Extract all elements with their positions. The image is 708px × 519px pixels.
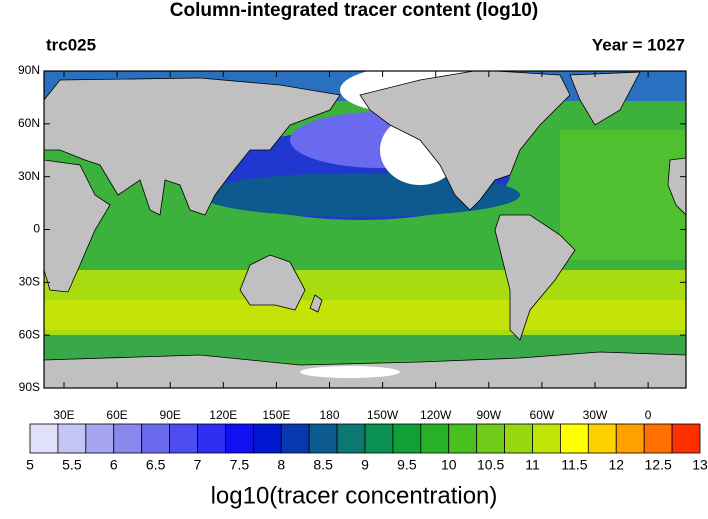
colorbar-tick-label: 5.5 <box>62 457 82 473</box>
lon-label: 150E <box>262 408 290 422</box>
colorbar-box <box>560 423 589 454</box>
colorbar-tick-label: 9 <box>361 457 369 473</box>
colorbar-box <box>671 423 701 454</box>
lon-label: 60W <box>530 408 555 422</box>
colorbar-tick-label: 8.5 <box>313 457 333 473</box>
colorbar-tick-label: 6.5 <box>146 457 166 473</box>
colorbar-tick-label: 6 <box>110 457 118 473</box>
colorbar-tick-label: 13 <box>692 457 708 473</box>
colorbar-tick-label: 7 <box>194 457 202 473</box>
lon-label: 150W <box>367 408 399 422</box>
lat-label: 60N <box>18 116 40 130</box>
lon-label: 120E <box>209 408 237 422</box>
colorbar-tick-label: 11.5 <box>561 457 587 473</box>
greenland <box>569 71 641 126</box>
colorbar-box <box>141 423 170 454</box>
colorbar-box <box>476 423 505 454</box>
lat-label: 90N <box>18 63 40 77</box>
lon-label: 30W <box>583 408 608 422</box>
colorbar-box <box>57 423 87 454</box>
colorbar-box <box>197 423 226 454</box>
colorbar-tick-label: 7.5 <box>230 457 250 473</box>
colorbar-box <box>280 423 310 454</box>
colorbar-tick-label: 11 <box>525 457 540 473</box>
eurasia <box>44 77 341 216</box>
left-label: trc025 <box>46 35 96 54</box>
right-label: Year = 1027 <box>592 35 685 54</box>
north-america <box>359 71 571 211</box>
lat-label: 30N <box>18 169 40 183</box>
north-pacific-edge <box>200 173 520 217</box>
lat-label: 30S <box>19 275 40 289</box>
colorbar-title: log10(tracer concentration) <box>211 482 498 509</box>
colorbar-box <box>587 423 617 454</box>
colorbar-box <box>364 423 394 454</box>
colorbar-tick-label: 10 <box>441 457 457 473</box>
ice-shelf <box>300 366 400 378</box>
colorbar-box <box>252 423 282 454</box>
lat-label: 60S <box>19 327 40 341</box>
colorbar-tick-label: 12.5 <box>645 457 672 473</box>
colorbar-box <box>225 423 254 454</box>
colorbar-box <box>308 423 338 454</box>
colorbar-box <box>113 423 143 454</box>
lon-label: 90W <box>476 408 501 422</box>
africa-west <box>667 157 686 216</box>
colorbar-box <box>532 423 561 454</box>
colorbar-box <box>336 423 366 454</box>
lat-label: 0 <box>33 222 40 236</box>
lon-label: 90E <box>160 408 181 422</box>
colorbar-tick-label: 12 <box>608 457 624 473</box>
colorbar-tick-label: 8 <box>277 457 285 473</box>
africa <box>44 159 111 293</box>
map <box>43 70 687 389</box>
lon-label: 30E <box>53 408 74 422</box>
title: Column-integrated tracer content (log10) <box>170 0 538 21</box>
lat-label: 90S <box>19 380 40 394</box>
colorbar-tick-label: 9.5 <box>397 457 417 473</box>
lon-label: 180 <box>319 408 339 422</box>
lon-label: 60E <box>106 408 127 422</box>
colorbar-box <box>643 423 673 454</box>
colorbar-box <box>29 423 59 454</box>
australia <box>239 254 306 311</box>
colorbar-box <box>85 423 115 454</box>
colorbar-box <box>448 423 478 454</box>
south-america <box>494 214 576 341</box>
new-zealand <box>309 294 323 313</box>
southern-ocean-core <box>44 300 686 330</box>
colorbar-tick-label: 5 <box>26 457 34 473</box>
atlantic <box>560 130 686 260</box>
colorbar-tick-label: 10.5 <box>477 457 504 473</box>
lon-label: 120W <box>420 408 452 422</box>
colorbar-box <box>169 423 198 454</box>
colorbar-box <box>615 423 645 454</box>
lon-label: 0 <box>645 408 652 422</box>
colorbar-box <box>392 423 422 454</box>
colorbar-box <box>420 423 450 454</box>
colorbar-box <box>504 423 533 454</box>
